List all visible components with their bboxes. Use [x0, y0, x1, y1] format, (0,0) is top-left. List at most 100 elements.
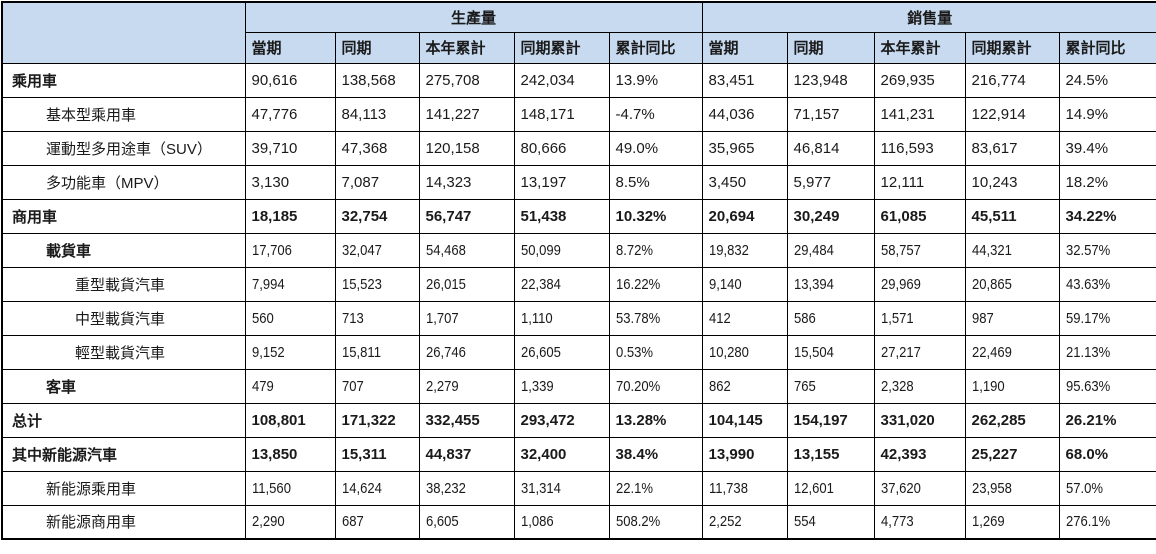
cell-sales-prior: 15,504 [786, 334, 875, 370]
cell-sales-yoy: 68.0% [1058, 436, 1156, 472]
col-header-sales-current: 當期 [701, 31, 788, 64]
cell-sales-ytd: 12,111 [873, 164, 966, 200]
cell-value: 154,197 [793, 411, 848, 429]
cell-prod-prior-ytd: 31,314 [513, 470, 610, 506]
cell-sales-yoy: 276.1% [1058, 504, 1156, 540]
corner-cell [1, 1, 246, 64]
cell-prod-prior-ytd: 1,086 [513, 504, 610, 540]
cell-value: 713 [341, 309, 364, 327]
cell-value: 21.13% [1065, 343, 1110, 361]
cell-value: 22,384 [520, 275, 561, 293]
cell-prod-current: 108,801 [244, 402, 336, 438]
cell-prod-prior-ytd: 50,099 [513, 232, 610, 268]
cell-prod-yoy: 13.9% [608, 62, 703, 98]
cell-value: 26,746 [425, 343, 466, 361]
cell-sales-prior: 554 [786, 504, 875, 540]
cell-prod-prior-ytd: 26,605 [513, 334, 610, 370]
cell-value: 16.22% [615, 275, 660, 293]
cell-value: 11,738 [708, 479, 748, 497]
cell-value: 12,601 [793, 479, 834, 497]
cell-value: 25,227 [971, 445, 1018, 463]
cell-sales-prior-ytd: 44,321 [964, 232, 1060, 268]
cell-sales-prior-ytd: 1,269 [964, 504, 1060, 540]
cell-value: 2,328 [880, 377, 914, 395]
cell-value: 586 [793, 309, 816, 327]
cell-value: 80,666 [520, 139, 567, 157]
cell-sales-prior: 586 [786, 300, 875, 336]
cell-prod-yoy: 10.32% [608, 198, 703, 234]
row-label: 中型載貨汽車 [1, 300, 246, 336]
table-header: 生產量 銷售量 當期 同期 本年累計 同期累計 累計同比 當期 同期 本年累計 … [1, 1, 1156, 64]
cell-sales-current: 412 [701, 300, 788, 336]
cell-value: 35,965 [708, 139, 755, 157]
cell-prod-prior-ytd: 13,197 [513, 164, 610, 200]
cell-sales-current: 35,965 [701, 130, 788, 166]
table-body: 乘用車 90,616 138,568 275,708 242,034 13.9% 83,45… [1, 62, 1156, 540]
cell-prod-ytd: 14,323 [418, 164, 515, 200]
cell-value: 26,015 [425, 275, 466, 293]
cell-prod-ytd: 26,746 [418, 334, 515, 370]
col-header-prod-prior: 同期 [334, 31, 420, 64]
cell-prod-yoy: 49.0% [608, 130, 703, 166]
cell-value: 13.9% [615, 71, 659, 89]
cell-value: 15,811 [341, 343, 381, 361]
cell-sales-ytd: 116,593 [873, 130, 966, 166]
cell-value: 331,020 [880, 411, 935, 429]
cell-sales-yoy: 26.21% [1058, 402, 1156, 438]
cell-value: 32,400 [520, 445, 567, 463]
cell-value: 242,034 [520, 71, 575, 89]
table-row: 客車 479 707 2,279 1,339 70.20% 862 765 2,328 1,190… [1, 368, 1156, 404]
cell-sales-prior: 71,157 [786, 96, 875, 132]
cell-sales-prior-ytd: 20,865 [964, 266, 1060, 302]
cell-value: 104,145 [708, 411, 763, 429]
cell-prod-prior: 171,322 [334, 402, 420, 438]
table-row: 其中新能源汽車 13,850 15,311 44,837 32,400 38.4% 13,9… [1, 436, 1156, 472]
cell-value: 38,232 [425, 479, 466, 497]
cell-sales-yoy: 32.57% [1058, 232, 1156, 268]
cell-sales-ytd: 29,969 [873, 266, 966, 302]
cell-value: 560 [251, 309, 274, 327]
cell-value: 71,157 [793, 105, 840, 123]
col-header-prod-yoy: 累計同比 [608, 31, 703, 64]
cell-value: 3,130 [251, 173, 290, 191]
cell-prod-prior-ytd: 51,438 [513, 198, 610, 234]
cell-value: 38.4% [615, 445, 659, 463]
cell-sales-prior: 12,601 [786, 470, 875, 506]
cell-value: 269,935 [880, 71, 935, 89]
cell-sales-current: 83,451 [701, 62, 788, 98]
cell-value: 8.72% [615, 241, 653, 259]
cell-value: 29,484 [793, 241, 834, 259]
cell-prod-yoy: 53.78% [608, 300, 703, 336]
cell-value: 56,747 [425, 207, 472, 225]
cell-prod-prior: 15,523 [334, 266, 420, 302]
row-label: 重型載貨汽車 [1, 266, 246, 302]
cell-value: 14,323 [425, 173, 472, 191]
cell-value: 29,969 [880, 275, 921, 293]
cell-sales-prior: 29,484 [786, 232, 875, 268]
row-label: 新能源商用車 [1, 504, 246, 540]
cell-value: 138,568 [341, 71, 396, 89]
cell-value: 10.32% [615, 207, 667, 225]
table-row: 多功能車（MPV） 3,130 7,087 14,323 13,197 8.5% 3,450… [1, 164, 1156, 200]
table-row: 重型載貨汽車 7,994 15,523 26,015 22,384 16.22% 9,140… [1, 266, 1156, 302]
cell-sales-current: 10,280 [701, 334, 788, 370]
cell-value: 12,111 [880, 173, 925, 191]
cell-value: 46,814 [793, 139, 840, 157]
cell-prod-ytd: 6,605 [418, 504, 515, 540]
cell-value: 20,865 [971, 275, 1012, 293]
cell-prod-current: 7,994 [244, 266, 336, 302]
cell-prod-ytd: 1,707 [418, 300, 515, 336]
cell-value: 508.2% [615, 513, 660, 531]
col-header-prod-current: 當期 [244, 31, 336, 64]
cell-value: 31,314 [520, 479, 561, 497]
cell-value: 18.2% [1065, 173, 1109, 191]
cell-sales-prior-ytd: 987 [964, 300, 1060, 336]
cell-value: 26.21% [1065, 411, 1117, 429]
cell-sales-yoy: 59.17% [1058, 300, 1156, 336]
cell-sales-yoy: 43.63% [1058, 266, 1156, 302]
row-label: 多功能車（MPV） [1, 164, 246, 200]
cell-sales-current: 9,140 [701, 266, 788, 302]
cell-value: 59.17% [1065, 309, 1110, 327]
table-row: 新能源乘用車 11,560 14,624 38,232 31,314 22.1% 11,73… [1, 470, 1156, 506]
